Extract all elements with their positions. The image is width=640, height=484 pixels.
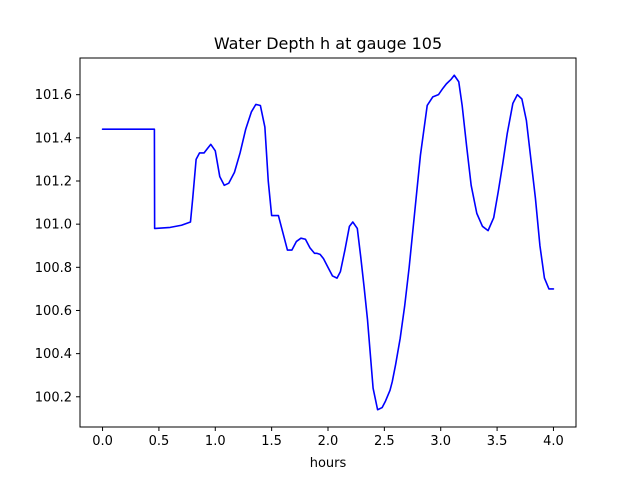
x-axis-ticks: 0.0 0.5 1.0 1.5 2.0 2.5 3.0 3.5 4.0 [92,427,564,449]
chart-title: Water Depth h at gauge 105 [214,34,442,53]
x-tick-label: 1.5 [261,434,282,449]
x-tick-label: 2.5 [374,434,395,449]
y-tick-label: 100.2 [35,390,72,405]
plot-frame [79,57,577,428]
x-tick-label: 4.0 [543,434,564,449]
y-tick-label: 100.4 [35,347,72,362]
y-tick-label: 100.8 [35,261,72,276]
x-tick-label: 3.0 [430,434,451,449]
series-layer [101,74,555,411]
y-axis-ticks: 100.2 100.4 100.6 100.8 101.0 101.2 101.4 101.6 [35,88,80,405]
y-tick-label: 101.6 [35,88,72,103]
y-tick-label: 101.2 [35,175,72,190]
x-tick-label: 2.0 [318,434,339,449]
x-tick-label: 3.5 [487,434,508,449]
x-tick-label: 0.0 [92,434,113,449]
y-tick-label: 101.0 [35,218,72,233]
x-tick-label: 1.0 [205,434,226,449]
x-tick-label: 0.5 [149,434,170,449]
x-axis-label: hours [310,456,347,471]
y-tick-label: 100.6 [35,304,72,319]
y-tick-label: 101.4 [35,131,72,146]
series-line [101,74,555,411]
